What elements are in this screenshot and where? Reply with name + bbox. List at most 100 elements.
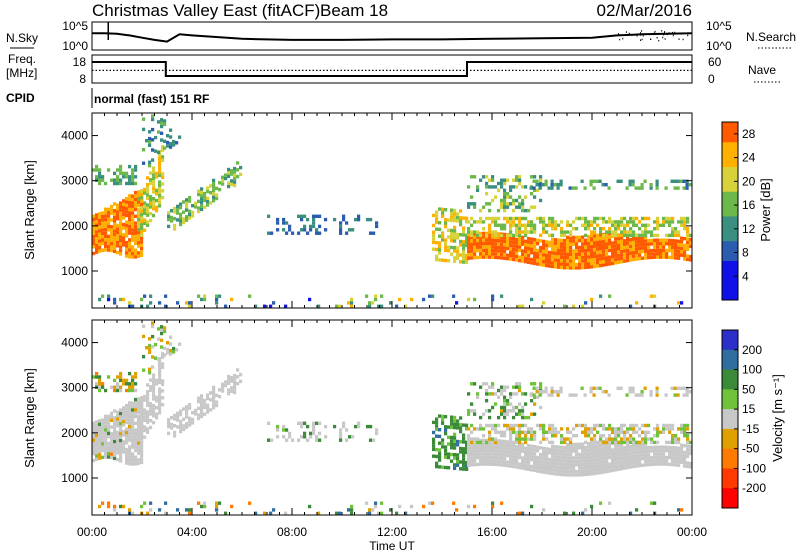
power-cell [101, 231, 105, 236]
power-cell [512, 223, 516, 227]
power-cell [134, 221, 138, 225]
velocity-cell [515, 448, 519, 452]
power-cell [503, 256, 507, 260]
velocity-cell [467, 463, 471, 467]
power-cell [569, 235, 573, 240]
power-cell [548, 254, 552, 258]
velocity-cell [462, 447, 466, 451]
velocity-cell [158, 394, 162, 398]
velocity-cell [598, 386, 602, 390]
power-cell [163, 146, 167, 150]
power-cell [685, 186, 689, 190]
velocity-cell [575, 449, 579, 453]
velocity-cell [569, 463, 573, 467]
velocity-cell [593, 427, 597, 431]
power-cell [473, 245, 477, 250]
velocity-cell [101, 428, 105, 432]
velocity-cell [602, 423, 606, 428]
power-cell [128, 221, 132, 225]
velocity-cell [689, 440, 693, 445]
power-cell [617, 223, 621, 227]
power-cell [438, 234, 442, 238]
power-cell [140, 216, 144, 220]
velocity-cell [146, 427, 150, 431]
velocity-cell [611, 427, 615, 431]
colorbar-swatch [722, 369, 738, 390]
power-cell [593, 261, 597, 265]
power-cell [599, 216, 603, 221]
power-cell [566, 256, 570, 260]
power-cell [686, 240, 690, 245]
power-cell [140, 246, 144, 251]
velocity-cell [488, 462, 492, 466]
velocity-cell [587, 430, 591, 434]
velocity-cell [269, 511, 273, 515]
power-cell [554, 223, 558, 227]
velocity-cell [131, 455, 135, 459]
velocity-cell [122, 433, 126, 437]
velocity-cell [527, 467, 531, 471]
power-cell [473, 220, 477, 224]
velocity-cell [444, 465, 448, 470]
power-cell [545, 257, 549, 261]
power-cell [113, 171, 117, 176]
velocity-cell [524, 450, 528, 454]
power-cell [536, 258, 540, 263]
power-cell [581, 259, 585, 263]
velocity-cell [542, 508, 546, 512]
power-cell [608, 258, 612, 263]
velocity-cell [521, 511, 525, 515]
colorbar-swatch [722, 488, 738, 509]
power-cell [620, 236, 624, 240]
velocity-cell [515, 430, 519, 434]
velocity-cell [182, 407, 186, 411]
power-cell [548, 240, 552, 245]
power-cell [447, 259, 451, 263]
velocity-cell [592, 386, 596, 390]
velocity-cell [161, 402, 165, 407]
power-cell [538, 186, 542, 190]
velocity-cell [104, 428, 108, 432]
velocity-cell [494, 427, 498, 431]
velocity-cell [641, 446, 645, 450]
velocity-cell [98, 446, 102, 450]
power-cell [605, 252, 609, 257]
power-cell [450, 208, 454, 212]
power-cell [200, 194, 204, 198]
velocity-cell [134, 375, 138, 379]
power-cell [553, 183, 557, 187]
power-cell [101, 175, 105, 179]
velocity-cell [611, 455, 615, 459]
power-cell [614, 254, 618, 258]
power-cell [140, 229, 144, 234]
power-cell [140, 243, 144, 247]
power-cell [541, 183, 545, 187]
power-cell [563, 230, 567, 234]
velocity-cell [533, 402, 537, 406]
velocity-cell [509, 454, 513, 458]
power-cell [119, 242, 123, 246]
power-cell [665, 255, 669, 259]
power-cell [491, 255, 495, 259]
power-cell [140, 192, 144, 197]
power-cell [533, 261, 537, 266]
power-cell [134, 207, 138, 212]
velocity-cell [563, 437, 567, 441]
power-cell [530, 223, 534, 227]
velocity-cell [551, 444, 555, 449]
power-cell [149, 205, 153, 209]
power-cell [98, 171, 102, 176]
power-cell [203, 297, 207, 302]
power-cell [116, 210, 120, 214]
power-cell [179, 216, 183, 220]
power-cell [485, 245, 489, 249]
velocity-cell [602, 467, 606, 471]
velocity-cell [149, 378, 153, 382]
power-cell [143, 187, 147, 192]
velocity-cell [479, 452, 483, 456]
velocity-cell [635, 454, 639, 458]
velocity-cell [128, 404, 132, 408]
velocity-cell [134, 414, 138, 419]
power-cell [556, 186, 560, 190]
power-cell [122, 209, 126, 213]
